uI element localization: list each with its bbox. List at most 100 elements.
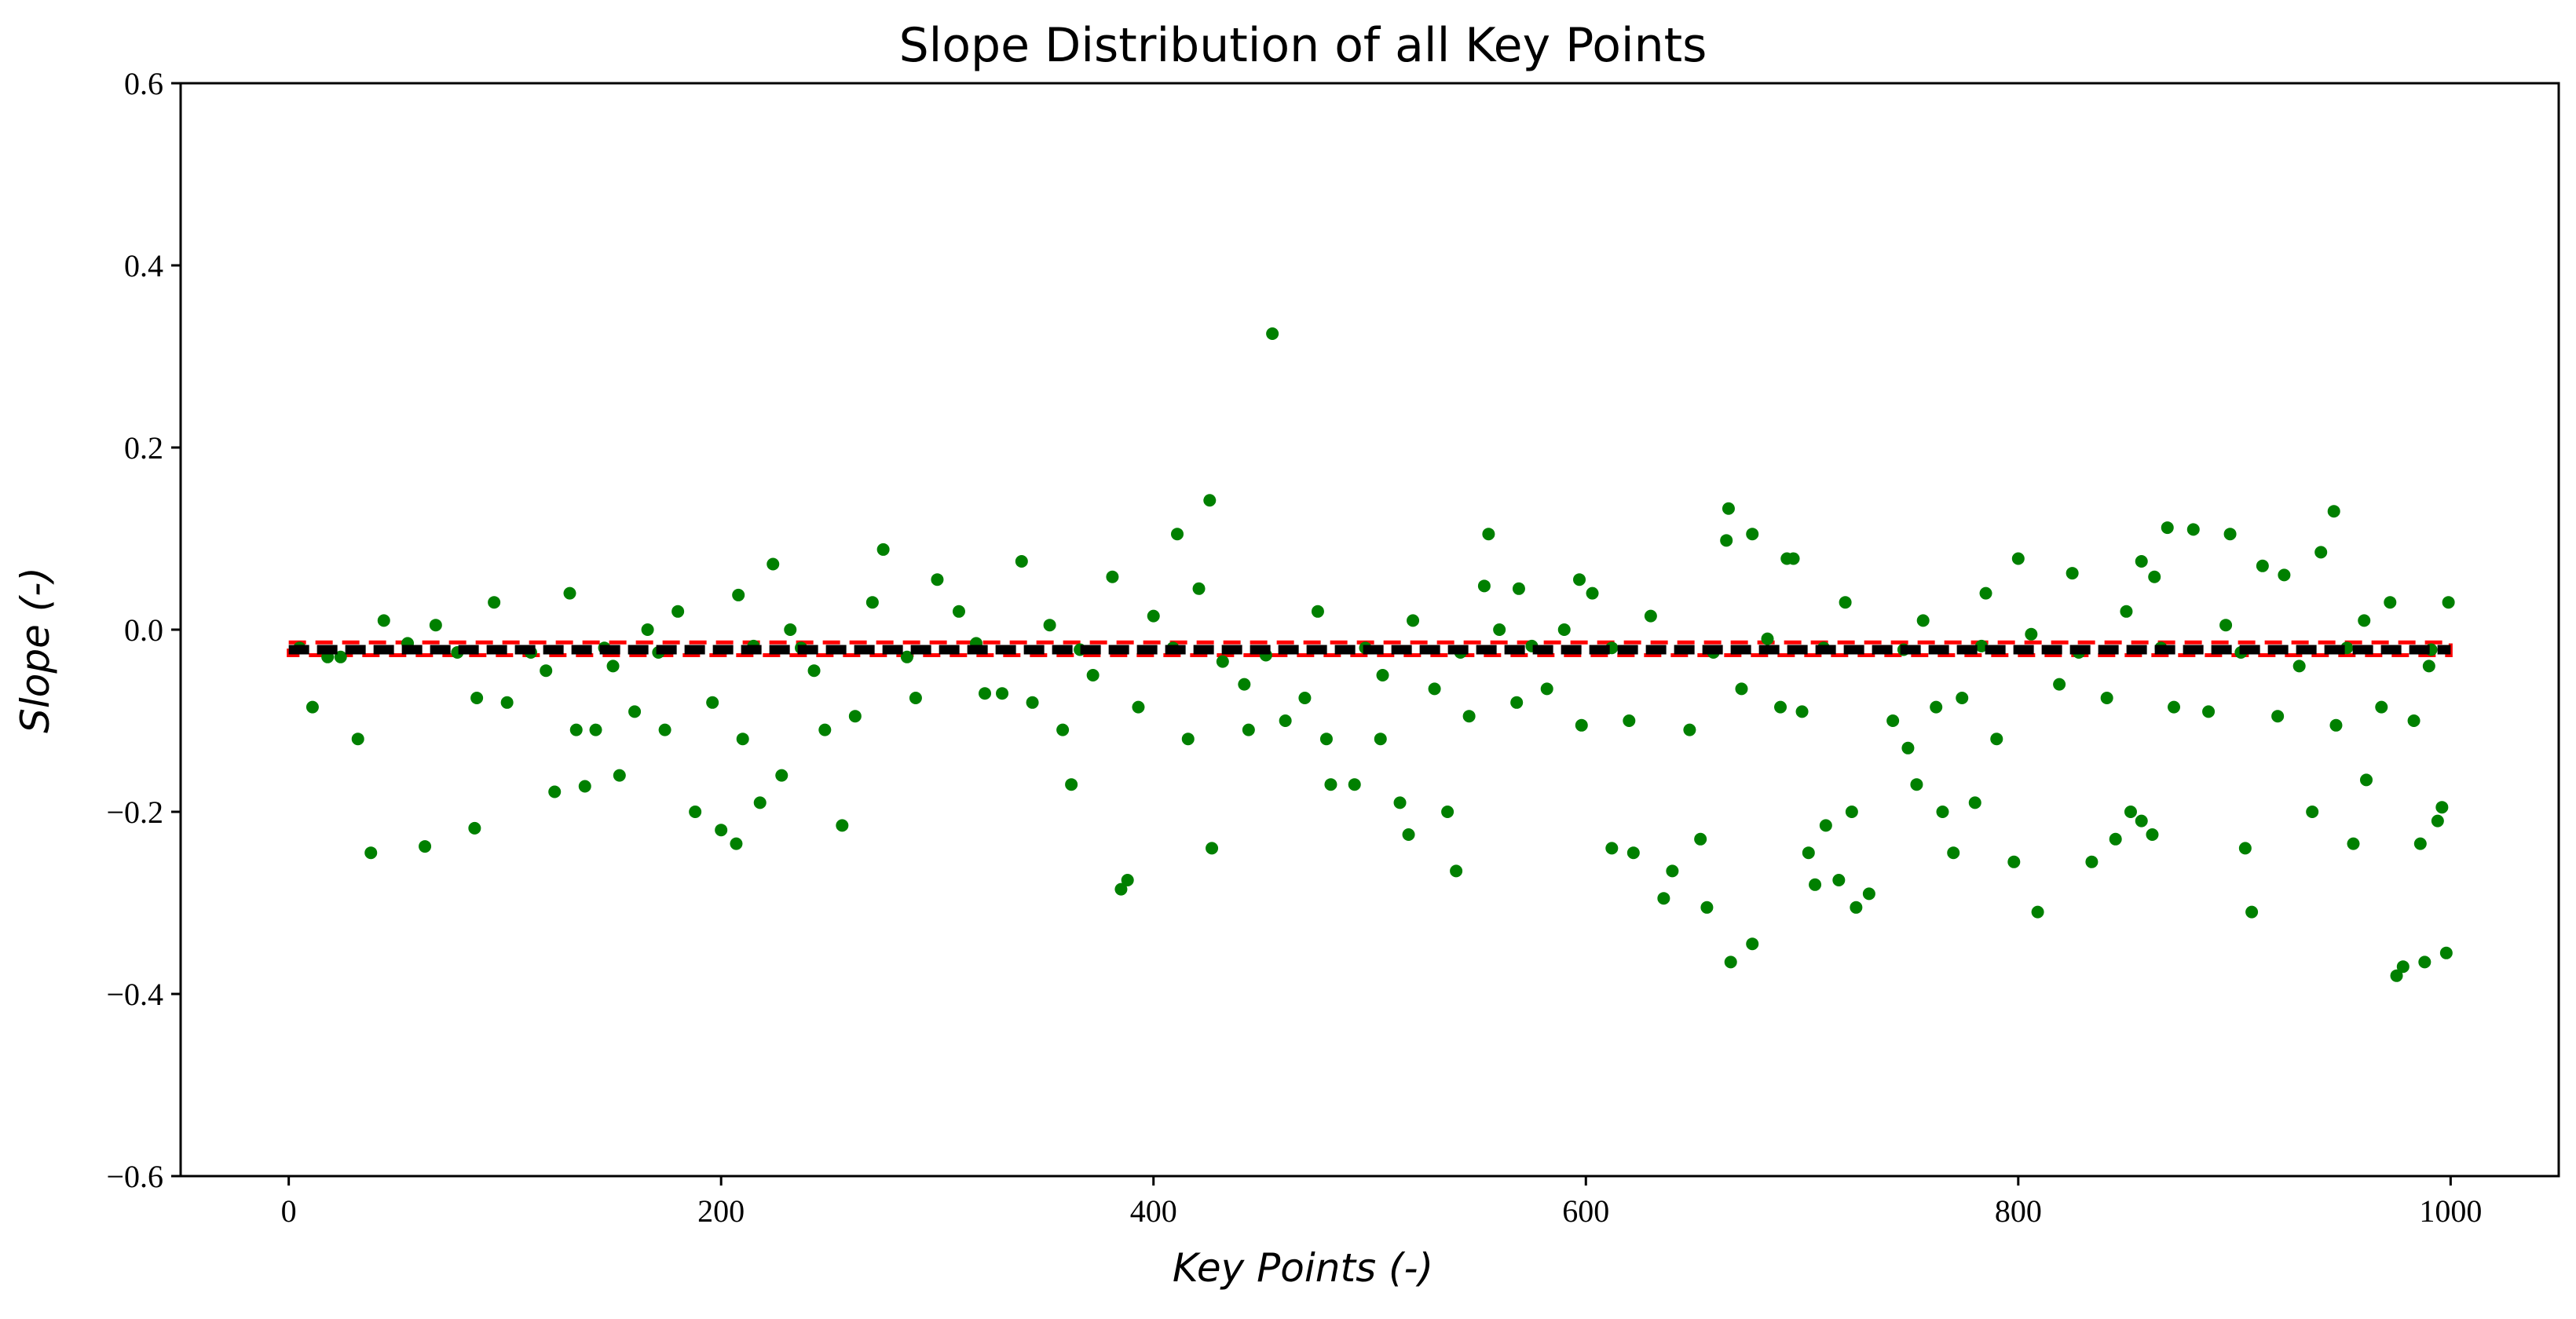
data-point <box>589 723 602 736</box>
data-point <box>2256 559 2269 572</box>
data-point <box>468 821 481 835</box>
data-point <box>909 692 922 704</box>
data-point <box>1968 796 1981 809</box>
data-point <box>641 623 654 636</box>
data-point <box>548 785 562 798</box>
data-point <box>2358 614 2371 627</box>
data-point <box>2431 814 2444 828</box>
data-point <box>1746 528 1759 541</box>
data-point <box>1990 733 2003 746</box>
data-point <box>613 769 626 782</box>
data-point <box>1700 901 1714 914</box>
data-point <box>753 796 767 809</box>
data-point <box>2146 828 2159 841</box>
data-point <box>979 687 992 700</box>
data-point <box>900 650 913 663</box>
data-point <box>1043 619 1056 632</box>
data-point <box>2314 546 2328 559</box>
data-point <box>767 557 780 571</box>
chart-title: Slope Distribution of all Key Points <box>899 18 1707 73</box>
data-point <box>2168 700 2181 714</box>
data-point <box>1979 586 1992 600</box>
x-tick-label: 800 <box>1995 1193 2042 1229</box>
y-tick-label: 0.6 <box>124 66 163 101</box>
data-point <box>1477 579 1491 593</box>
data-point <box>818 723 832 736</box>
data-point <box>2360 773 2373 787</box>
data-point <box>2439 946 2453 959</box>
data-point <box>1428 682 1441 696</box>
data-point <box>2390 969 2403 982</box>
data-point <box>578 780 591 793</box>
y-axis-label: Slope (-) <box>13 567 58 733</box>
data-point <box>1203 494 1217 507</box>
data-point <box>606 660 620 673</box>
data-point <box>1644 609 1657 623</box>
data-point <box>1056 723 1070 736</box>
data-point <box>715 824 728 837</box>
data-point <box>2135 555 2148 568</box>
data-point <box>1930 700 1943 714</box>
data-point <box>1850 901 1863 914</box>
data-point <box>1348 778 1361 791</box>
data-point <box>1956 692 1969 704</box>
data-point <box>876 543 890 556</box>
data-point <box>1694 832 1707 846</box>
data-point <box>2053 678 2066 691</box>
data-point <box>848 710 862 723</box>
data-point <box>1324 778 1337 791</box>
data-point <box>377 614 390 627</box>
data-point <box>364 846 378 860</box>
data-point <box>706 696 719 709</box>
data-point <box>1761 632 1774 645</box>
data-point <box>1206 842 1219 855</box>
data-point <box>1605 842 1619 855</box>
data-point <box>1311 605 1324 618</box>
data-point <box>1493 623 1506 636</box>
data-point <box>1936 806 1949 818</box>
y-tick-label: −0.4 <box>106 977 163 1012</box>
data-point <box>1802 846 1815 860</box>
data-point <box>1015 555 1028 568</box>
x-tick-label: 200 <box>697 1193 745 1229</box>
x-tick-label: 0 <box>281 1193 297 1229</box>
data-point <box>836 819 849 832</box>
x-tick-label: 600 <box>1562 1193 1609 1229</box>
data-point <box>2407 714 2420 727</box>
data-point <box>1540 682 1553 696</box>
data-point <box>1216 655 1229 668</box>
data-point <box>306 700 319 714</box>
data-point <box>2442 596 2455 609</box>
data-point <box>1279 714 1292 727</box>
data-point <box>2186 523 2200 536</box>
data-point <box>2413 837 2427 850</box>
data-point <box>1845 806 1858 818</box>
data-point <box>1623 714 1636 727</box>
data-point <box>2375 700 2388 714</box>
y-tick-label: −0.2 <box>106 795 163 830</box>
data-point <box>1901 741 1915 754</box>
data-point <box>2085 855 2098 868</box>
data-point <box>1839 596 1852 609</box>
data-point <box>2031 905 2044 919</box>
data-point <box>1573 573 1586 586</box>
data-point <box>2384 596 2397 609</box>
data-point <box>996 687 1009 700</box>
x-axis-ticks: 0 200 400 600 800 1000 <box>281 1176 2482 1229</box>
data-point <box>865 596 879 609</box>
data-point <box>2007 855 2021 868</box>
y-tick-label: 0.0 <box>124 612 163 648</box>
data-point <box>1086 669 1100 681</box>
data-point <box>1916 614 1930 627</box>
data-point <box>1626 846 1640 860</box>
data-point <box>1557 623 1571 636</box>
data-point <box>470 692 484 704</box>
data-point <box>1147 609 1160 623</box>
points-layer <box>293 327 2455 982</box>
data-point <box>931 573 944 586</box>
data-point <box>1666 864 1679 878</box>
data-point <box>2435 801 2449 814</box>
data-point <box>1722 502 1735 515</box>
data-point <box>736 733 749 746</box>
